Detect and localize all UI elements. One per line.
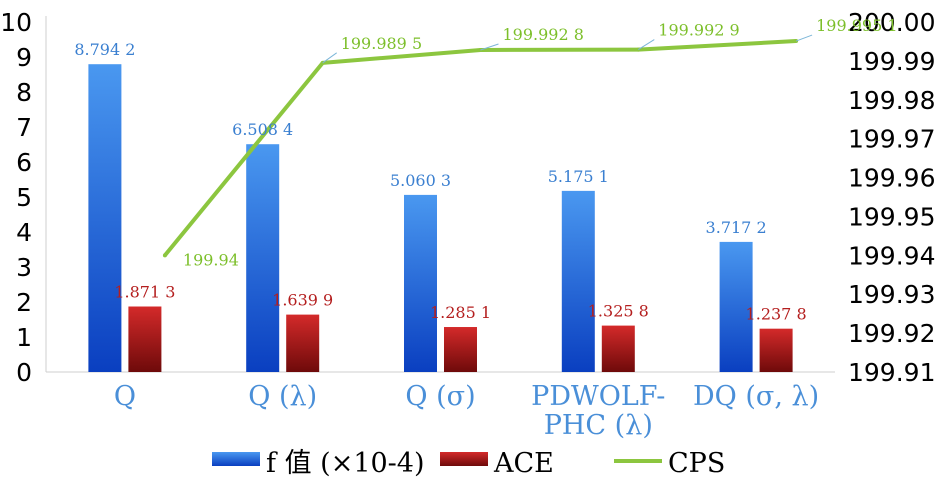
cps-value-label: 199.992 9 [658, 21, 739, 40]
bar-f [88, 64, 122, 372]
legend: f 值 (×10-4) ACE CPS [212, 448, 725, 479]
category-labels: Q Q (λ) Q (σ) PDWOLF-PHC (λ) DQ (σ, λ) [114, 381, 819, 441]
bar-ace [759, 328, 793, 372]
bar-ace [601, 325, 635, 372]
left-tick-label: 3 [16, 253, 32, 282]
bar-value-label: 1.871 3 [114, 283, 175, 302]
bar-value-label: 3.717 2 [706, 218, 767, 237]
right-tick-label: 199.91 [848, 358, 935, 387]
right-tick-label: 199.96 [848, 164, 935, 193]
left-tick-label: 2 [16, 288, 32, 317]
axes: 0 1 2 3 4 5 6 7 8 9 10 199.91 199.92 199.93 199.94 199.… [0, 8, 935, 387]
right-tick-label: 199.99 [848, 47, 935, 76]
category-label: PHC (λ) [544, 410, 653, 441]
left-tick-label: 9 [16, 43, 32, 72]
bar-value-label: 1.639 9 [272, 291, 333, 310]
right-tick-label: 199.93 [848, 280, 935, 309]
bar-value-label: 5.175 1 [548, 167, 609, 186]
cps-leader-line [795, 34, 813, 42]
category-label: Q [114, 381, 136, 412]
cps-value-label: 199.94 [183, 250, 239, 269]
category-label: DQ (σ, λ) [693, 381, 819, 412]
cps-value-label: 199.995 1 [816, 16, 897, 35]
category-label: Q (λ) [248, 381, 317, 412]
legend-label: f 值 (×10-4) [266, 448, 425, 479]
data-labels: 8.794 2 6.508 4 5.060 3 5.175 1 3.717 2 1.871… [74, 16, 897, 324]
bar-value-label: 5.060 3 [390, 171, 451, 190]
legend-swatch [440, 452, 488, 466]
left-tick-label: 5 [16, 183, 32, 212]
left-tick-label: 10 [0, 8, 32, 37]
cps-point [162, 253, 167, 258]
bar-value-label: 1.237 8 [746, 305, 807, 324]
left-tick-label: 8 [16, 78, 32, 107]
bar-series [88, 64, 793, 372]
bar-value-label: 1.285 1 [430, 303, 491, 322]
bar-f [719, 241, 753, 372]
category-label: PDWOLF- [531, 381, 665, 412]
legend-label: CPS [668, 448, 725, 479]
cps-value-label: 199.992 8 [503, 25, 584, 44]
left-tick-label: 6 [16, 148, 32, 177]
left-tick-label: 0 [16, 358, 32, 387]
cps-leader-line [322, 52, 337, 64]
category-label: Q (σ) [405, 381, 475, 412]
left-tick-label: 4 [16, 218, 32, 247]
right-tick-label: 200.00 [848, 8, 935, 37]
bar-f [246, 144, 280, 372]
right-tick-label: 199.92 [848, 319, 935, 348]
right-tick-label: 199.97 [848, 125, 935, 154]
bar-ace [286, 314, 320, 372]
bar-f [404, 194, 437, 372]
right-tick-label: 199.98 [848, 86, 935, 115]
bar-ace [444, 327, 477, 372]
cps-value-label: 199.989 5 [341, 34, 422, 53]
bar-f [561, 190, 595, 372]
bar-ace [128, 306, 162, 372]
cps-leader-line [480, 43, 499, 51]
bar-value-label: 1.325 8 [588, 302, 649, 321]
right-tick-label: 199.94 [848, 241, 935, 270]
bar-value-label: 6.508 4 [232, 120, 293, 139]
right-tick-label: 199.95 [848, 202, 935, 231]
left-tick-label: 7 [16, 113, 32, 142]
cps-leader-line [638, 39, 655, 51]
left-tick-label: 1 [16, 323, 32, 352]
legend-swatch [212, 452, 260, 466]
bar-value-label: 8.794 2 [74, 40, 135, 59]
legend-label: ACE [493, 448, 554, 479]
